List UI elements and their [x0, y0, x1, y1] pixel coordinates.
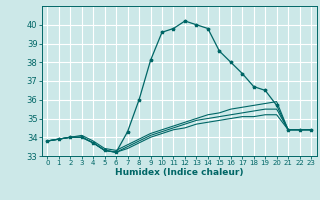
X-axis label: Humidex (Indice chaleur): Humidex (Indice chaleur) — [115, 168, 244, 177]
